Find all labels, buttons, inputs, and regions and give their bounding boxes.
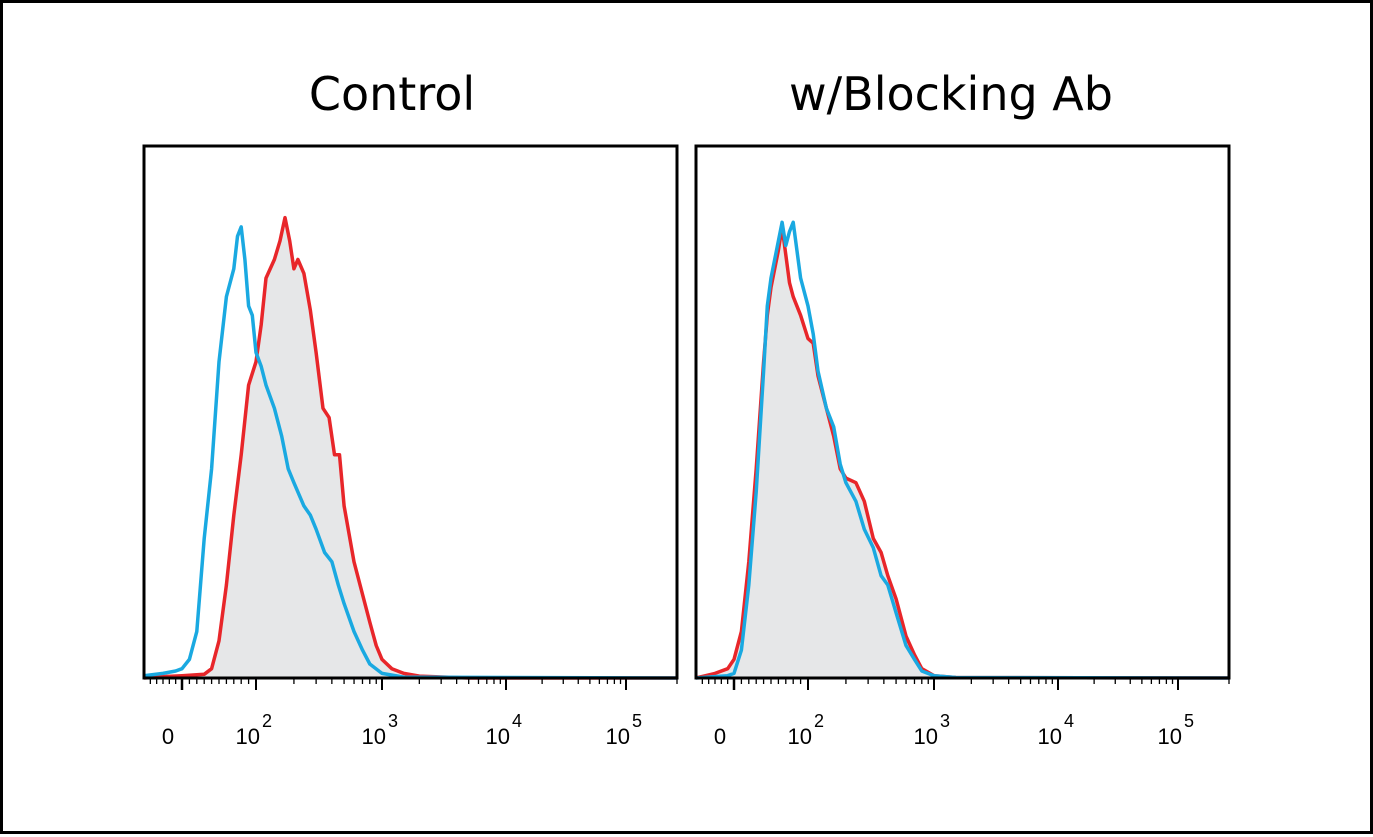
panel-title: Control (309, 67, 475, 121)
tick-label-exponent: 4 (512, 711, 522, 731)
tick-label: 10 (362, 724, 386, 749)
tick-label: 10 (236, 724, 260, 749)
series-line-blue (143, 225, 678, 680)
tick-label-exponent: 5 (632, 711, 642, 731)
tick-label: 0 (714, 724, 726, 749)
plot-frame (694, 144, 1231, 680)
tick-label: 10 (1158, 724, 1182, 749)
series-line-red (143, 215, 677, 680)
tick-label: 10 (788, 724, 812, 749)
tick-label: 0 (162, 724, 174, 749)
series-fill-red (144, 217, 677, 678)
tick-label: 10 (606, 724, 630, 749)
tick-label-exponent: 2 (262, 711, 272, 731)
tick-label-exponent: 5 (1184, 711, 1194, 731)
tick-label-exponent: 3 (388, 711, 398, 731)
tick-label-exponent: 4 (1064, 711, 1074, 731)
tick-label: 10 (914, 724, 938, 749)
tick-label-exponent: 2 (814, 711, 824, 731)
series-fill-red (696, 226, 1229, 678)
panel-title: w/Blocking Ab (789, 67, 1113, 121)
tick-label-exponent: 3 (940, 711, 950, 731)
plot-frame (142, 144, 679, 680)
series-line-blue (695, 220, 1230, 680)
tick-label: 10 (1038, 724, 1062, 749)
tick-label: 10 (486, 724, 510, 749)
